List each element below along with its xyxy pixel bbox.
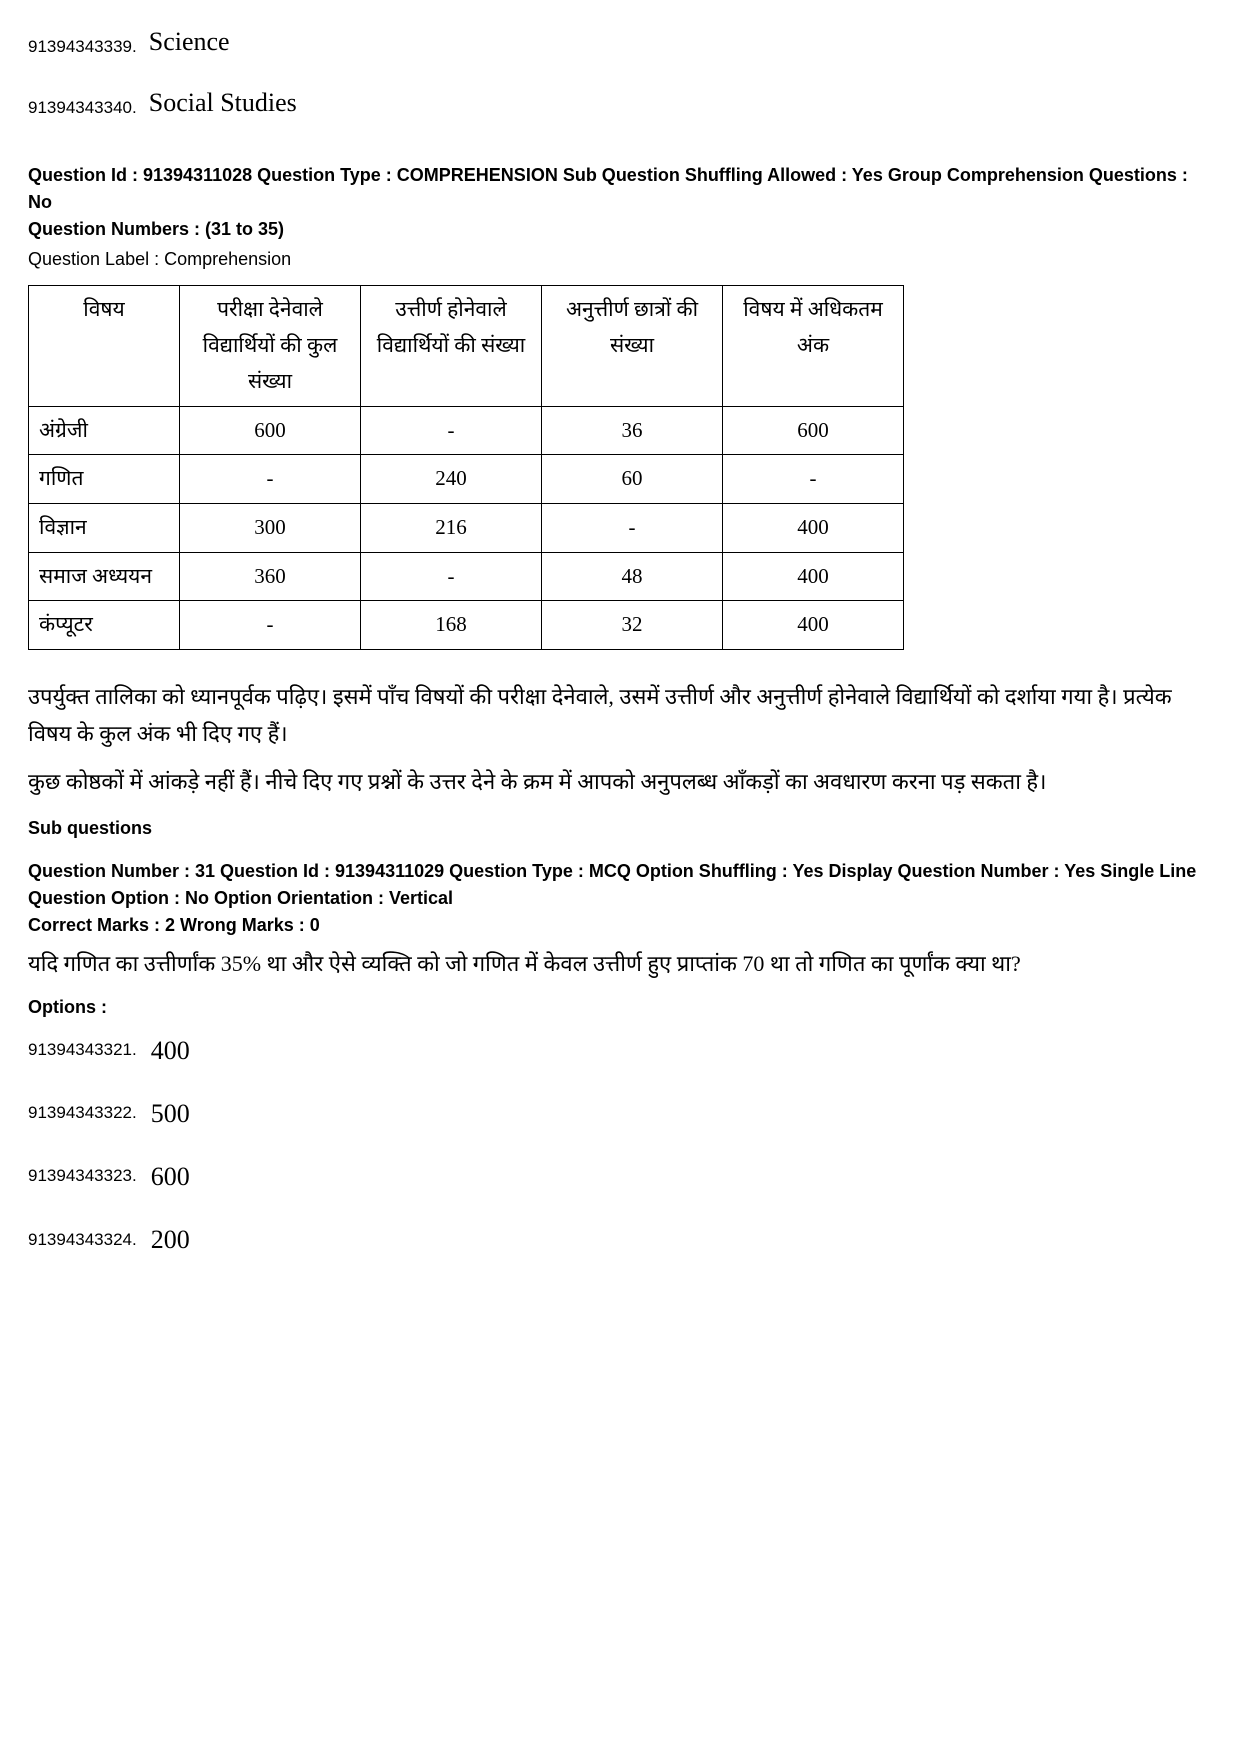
cell-subject: अंग्रेजी xyxy=(29,406,180,455)
option-row[interactable]: 91394343322. 500 xyxy=(28,1096,1212,1131)
comprehension-passage: उपर्युक्त तालिका को ध्यानपूर्वक पढ़िए। इ… xyxy=(28,678,1212,800)
cell-subject: समाज अध्ययन xyxy=(29,552,180,601)
col-passed: उत्तीर्ण होनेवाले विद्यार्थियों की संख्य… xyxy=(361,286,542,406)
cell: 400 xyxy=(723,601,904,650)
cell: 60 xyxy=(542,455,723,504)
table-row: गणित - 240 60 - xyxy=(29,455,904,504)
table-row: अंग्रेजी 600 - 36 600 xyxy=(29,406,904,455)
cell: 400 xyxy=(723,503,904,552)
question-label-line: Question Label : Comprehension xyxy=(28,247,1212,271)
options-heading: Options : xyxy=(28,995,1212,1019)
cell-subject: कंप्यूटर xyxy=(29,601,180,650)
table-row: समाज अध्ययन 360 - 48 400 xyxy=(29,552,904,601)
option-id: 91394343322. xyxy=(28,1102,137,1125)
cell: 360 xyxy=(180,552,361,601)
cell: 48 xyxy=(542,552,723,601)
option-label: Social Studies xyxy=(149,85,297,120)
cell: 216 xyxy=(361,503,542,552)
comprehension-meta-line2: Question Numbers : (31 to 35) xyxy=(28,216,1212,243)
cell-subject: विज्ञान xyxy=(29,503,180,552)
comprehension-meta-line1: Question Id : 91394311028 Question Type … xyxy=(28,162,1212,216)
cell: 300 xyxy=(180,503,361,552)
cell: - xyxy=(361,406,542,455)
col-failed: अनुत्तीर्ण छात्रों की संख्या xyxy=(542,286,723,406)
cell: 600 xyxy=(723,406,904,455)
option-value: 200 xyxy=(151,1222,190,1257)
option-label: Science xyxy=(149,24,230,59)
option-row[interactable]: 91394343324. 200 xyxy=(28,1222,1212,1257)
cell: - xyxy=(180,601,361,650)
table-row: कंप्यूटर - 168 32 400 xyxy=(29,601,904,650)
option-id: 91394343324. xyxy=(28,1229,137,1252)
option-value: 600 xyxy=(151,1159,190,1194)
cell-subject: गणित xyxy=(29,455,180,504)
option-id: 91394343321. xyxy=(28,1039,137,1062)
cell: 32 xyxy=(542,601,723,650)
cell: 600 xyxy=(180,406,361,455)
question-meta-line2: Correct Marks : 2 Wrong Marks : 0 xyxy=(28,912,1212,939)
cell: - xyxy=(542,503,723,552)
table-header-row: विषय परीक्षा देनेवाले विद्यार्थियों की क… xyxy=(29,286,904,406)
subject-data-table: विषय परीक्षा देनेवाले विद्यार्थियों की क… xyxy=(28,285,904,650)
cell: - xyxy=(723,455,904,504)
passage-p2: कुछ कोष्ठकों में आंकड़े नहीं हैं। नीचे द… xyxy=(28,763,1212,800)
comprehension-meta: Question Id : 91394311028 Question Type … xyxy=(28,162,1212,243)
sub-questions-heading: Sub questions xyxy=(28,816,1212,840)
cell: 400 xyxy=(723,552,904,601)
option-id: 91394343339. xyxy=(28,36,137,59)
question-text: यदि गणित का उत्तीर्णांक 35% था और ऐसे व्… xyxy=(28,945,1212,982)
cell: - xyxy=(361,552,542,601)
cell: 168 xyxy=(361,601,542,650)
col-maxmarks: विषय में अधिकतम अंक xyxy=(723,286,904,406)
col-appeared: परीक्षा देनेवाले विद्यार्थियों की कुल सं… xyxy=(180,286,361,406)
cell: - xyxy=(180,455,361,504)
question-meta-line1: Question Number : 31 Question Id : 91394… xyxy=(28,858,1212,912)
passage-p1: उपर्युक्त तालिका को ध्यानपूर्वक पढ़िए। इ… xyxy=(28,678,1212,753)
question-meta: Question Number : 31 Question Id : 91394… xyxy=(28,858,1212,939)
option-value: 500 xyxy=(151,1096,190,1131)
col-subject: विषय xyxy=(29,286,180,406)
option-id: 91394343323. xyxy=(28,1165,137,1188)
table-row: विज्ञान 300 216 - 400 xyxy=(29,503,904,552)
prev-option-row: 91394343339. Science xyxy=(28,24,1212,59)
cell: 240 xyxy=(361,455,542,504)
prev-option-row: 91394343340. Social Studies xyxy=(28,85,1212,120)
option-value: 400 xyxy=(151,1033,190,1068)
cell: 36 xyxy=(542,406,723,455)
option-id: 91394343340. xyxy=(28,97,137,120)
option-row[interactable]: 91394343323. 600 xyxy=(28,1159,1212,1194)
option-row[interactable]: 91394343321. 400 xyxy=(28,1033,1212,1068)
